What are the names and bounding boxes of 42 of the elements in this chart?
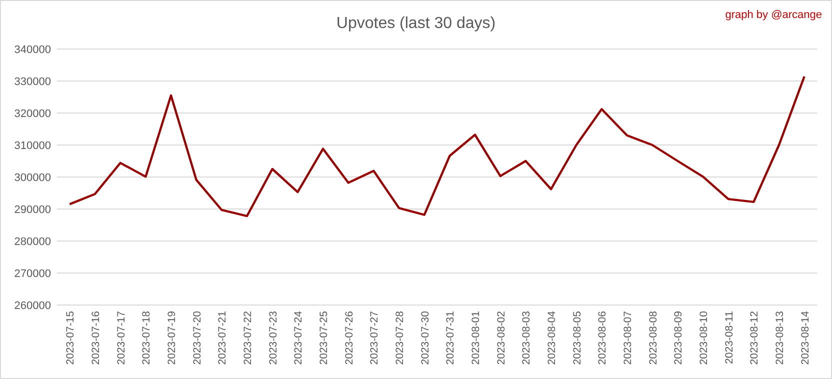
x-tick-label: 2023-08-14 [799, 310, 812, 365]
x-tick-label: 2023-07-21 [216, 310, 229, 365]
x-tick-label: 2023-07-31 [444, 310, 457, 365]
x-tick-label: 2023-07-25 [318, 310, 330, 365]
x-tick-label: 2023-07-30 [419, 310, 432, 365]
x-tick-label: 2023-08-04 [546, 310, 558, 365]
x-tick-label: 2023-07-26 [343, 310, 356, 365]
x-tick-label: 2023-08-08 [647, 310, 660, 365]
x-tick-label: 2023-08-09 [672, 310, 685, 365]
line-series [68, 75, 806, 218]
text: graph by @arcange [725, 9, 822, 21]
y-tick-label: 300000 [14, 172, 51, 184]
x-tick-label: 2023-07-22 [242, 310, 254, 365]
y-tick-label: 330000 [14, 76, 51, 88]
y-tick-label: 340000 [14, 44, 51, 56]
x-tick-label: 2023-08-10 [698, 310, 710, 365]
x-tick-label: 2023-07-28 [394, 310, 406, 365]
y-tick-label: 290000 [14, 204, 51, 216]
x-tick-label: 2023-07-24 [292, 310, 305, 365]
x-tick-label: 2023-07-17 [115, 310, 128, 365]
x-tick-label: 2023-08-03 [520, 310, 533, 365]
y-tick-label: 310000 [14, 140, 51, 152]
x-tick-label: 2023-08-05 [571, 310, 584, 365]
y-tick-label: 320000 [14, 108, 51, 120]
x-tick-label: 2023-07-27 [368, 310, 381, 365]
x-tick-label: 2023-07-15 [64, 310, 77, 365]
x-tick-label: 2023-08-13 [774, 310, 786, 365]
x-tick-label: 2023-07-16 [90, 310, 102, 365]
x-tick-label: 2023-08-01 [470, 310, 482, 365]
x-tick-label: 2023-07-20 [191, 310, 204, 365]
x-tick-label: 2023-08-07 [622, 310, 634, 365]
x-tick-label: 2023-07-19 [166, 310, 178, 365]
y-tick-label: 280000 [14, 236, 51, 248]
chart-title: Upvotes (last 30 days) [336, 15, 496, 32]
x-tick-label: 2023-08-12 [748, 310, 761, 365]
x-tick-label: 2023-08-06 [596, 310, 609, 365]
x-tick-label: 2023-08-02 [495, 310, 508, 365]
y-tick-label: 260000 [14, 300, 51, 312]
x-tick-label: 2023-08-11 [723, 310, 736, 364]
x-tick-label: 2023-07-18 [140, 310, 153, 365]
x-tick-label: 2023-07-23 [267, 310, 280, 365]
y-tick-label: 270000 [14, 268, 51, 280]
